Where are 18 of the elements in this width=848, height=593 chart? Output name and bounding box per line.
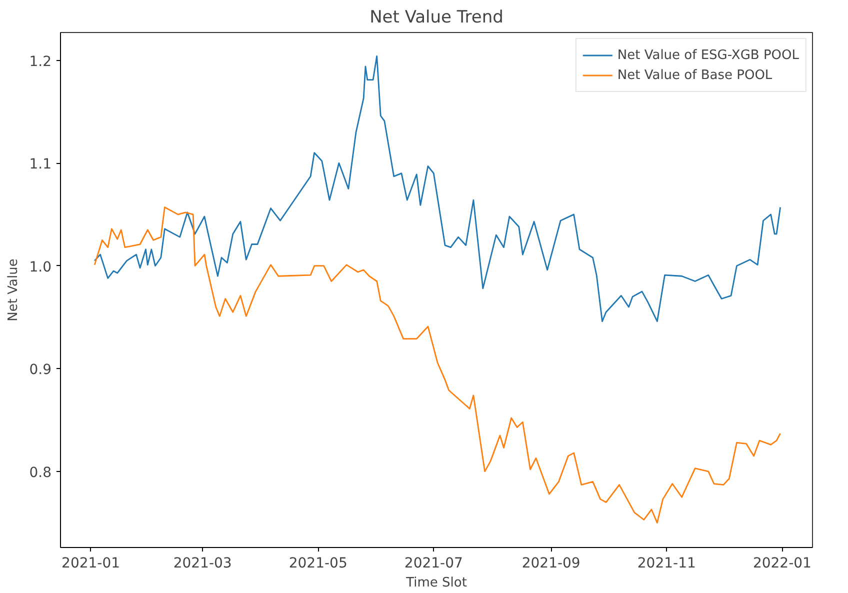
y-tick-label: 1.1 xyxy=(29,156,52,173)
y-tick-label: 0.8 xyxy=(29,464,52,481)
y-tick-label: 1.0 xyxy=(29,259,52,276)
x-tick-label: 2021-01 xyxy=(62,556,120,572)
y-tick-label: 0.9 xyxy=(29,362,52,378)
y-tick-label: 1.2 xyxy=(29,54,52,70)
chart-title: Net Value Trend xyxy=(370,8,504,28)
x-tick-label: 2021-11 xyxy=(637,556,696,572)
line-series xyxy=(94,206,781,524)
x-tick-label: 2021-09 xyxy=(522,556,580,572)
x-tick-label: 2021-07 xyxy=(404,556,463,572)
legend-label: Net Value of Base POOL xyxy=(617,68,772,82)
legend-label: Net Value of ESG-XGB POOL xyxy=(617,48,799,62)
x-tick-label: 2021-05 xyxy=(288,556,348,572)
y-axis-title: Net Value xyxy=(6,258,22,322)
x-tick-label: 2021-03 xyxy=(173,556,232,572)
x-tick-label: 2022-01 xyxy=(752,556,812,572)
x-axis-title: Time Slot xyxy=(405,576,467,590)
